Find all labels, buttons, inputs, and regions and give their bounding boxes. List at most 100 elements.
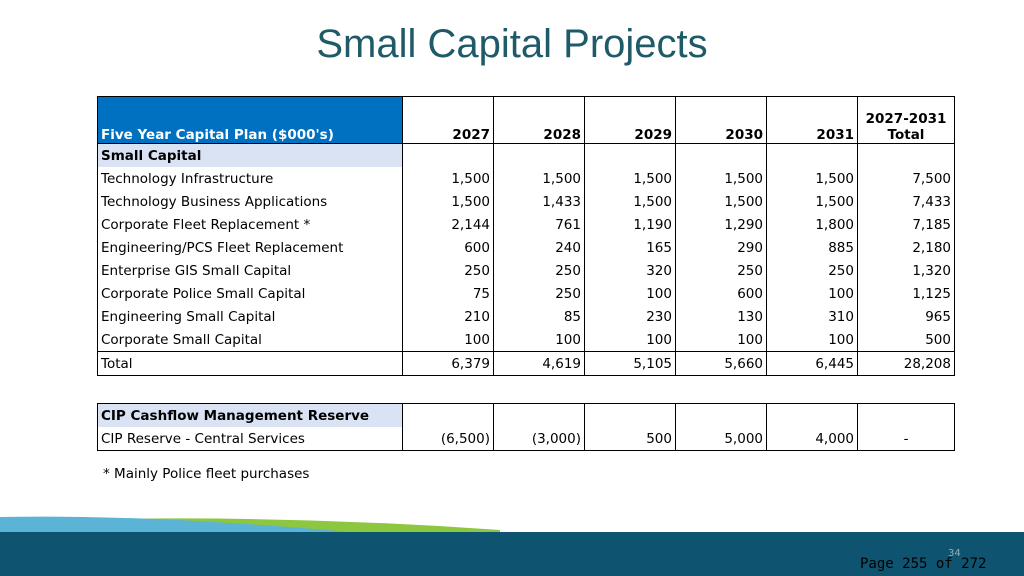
- cell: 600: [675, 282, 767, 305]
- section-row: Small Capital: [97, 143, 955, 167]
- slide-number: 34: [948, 548, 961, 559]
- cell: CIP Reserve - Central Services: [97, 427, 403, 451]
- cell: 500: [584, 427, 676, 451]
- cell: Engineering/PCS Fleet Replacement: [97, 236, 403, 259]
- empty-cell: [584, 143, 676, 167]
- empty-cell: [766, 403, 858, 427]
- data-row: Engineering/PCS Fleet Replacement 600 240 1…: [97, 236, 955, 259]
- cell: 1,500: [402, 190, 494, 213]
- empty-cell: [493, 143, 585, 167]
- header-cell: Five Year Capital Plan ($000's): [97, 96, 403, 144]
- cell: 240: [493, 236, 585, 259]
- cell: 885: [766, 236, 858, 259]
- data-row: Engineering Small Capital 210 85 230 130 310 9…: [97, 305, 955, 328]
- cell: 5,660: [675, 351, 767, 376]
- cell: Total: [97, 351, 403, 376]
- cell: 1,500: [766, 167, 858, 190]
- cell: 250: [402, 259, 494, 282]
- cell: 165: [584, 236, 676, 259]
- cell: 1,500: [584, 190, 676, 213]
- cell: 2,144: [402, 213, 494, 236]
- cell: Corporate Police Small Capital: [97, 282, 403, 305]
- cell: 7,185: [857, 213, 955, 236]
- cell: 5,000: [675, 427, 767, 451]
- section-cell: CIP Cashflow Management Reserve: [97, 403, 403, 427]
- data-row: Enterprise GIS Small Capital 250 250 320 250…: [97, 259, 955, 282]
- cell: 2,180: [857, 236, 955, 259]
- data-row: CIP Reserve - Central Services (6,500) (3,…: [97, 427, 955, 451]
- cell: 1,500: [402, 167, 494, 190]
- cell: 250: [675, 259, 767, 282]
- cell: 310: [766, 305, 858, 328]
- empty-cell: [766, 143, 858, 167]
- cell: 6,379: [402, 351, 494, 376]
- cell: Corporate Small Capital: [97, 328, 403, 352]
- cell: 1,500: [766, 190, 858, 213]
- data-row: Corporate Police Small Capital 75 250 100 60…: [97, 282, 955, 305]
- cell: 230: [584, 305, 676, 328]
- capital-table: Five Year Capital Plan ($000's) 2027 2028 2…: [97, 96, 955, 376]
- cell: 1,500: [675, 190, 767, 213]
- cell: 6,445: [766, 351, 858, 376]
- cell: (3,000): [493, 427, 585, 451]
- data-row: Technology Business Applications 1,500 1,4…: [97, 190, 955, 213]
- empty-cell: [857, 403, 955, 427]
- cell: 600: [402, 236, 494, 259]
- empty-cell: [857, 143, 955, 167]
- header-cell: 2027-2031 Total: [857, 96, 955, 144]
- section-cell: Small Capital: [97, 143, 403, 167]
- cell: 100: [493, 328, 585, 352]
- cell: 130: [675, 305, 767, 328]
- empty-cell: [675, 143, 767, 167]
- reserve-table: CIP Cashflow Management Reserve CIP Reser…: [97, 403, 955, 451]
- cell: 500: [857, 328, 955, 352]
- cell: 965: [857, 305, 955, 328]
- empty-cell: [402, 403, 494, 427]
- cell: Engineering Small Capital: [97, 305, 403, 328]
- header-line: 2027-2031: [865, 111, 947, 127]
- header-line: Total: [887, 127, 925, 143]
- empty-cell: [584, 403, 676, 427]
- cell: (6,500): [402, 427, 494, 451]
- cell: 100: [675, 328, 767, 352]
- cell: 320: [584, 259, 676, 282]
- cell: 75: [402, 282, 494, 305]
- page-label: Page 255 of 272: [860, 556, 987, 572]
- data-row: Corporate Fleet Replacement * 2,144 761 1,1…: [97, 213, 955, 236]
- cell: 28,208: [857, 351, 955, 376]
- cell: 1,800: [766, 213, 858, 236]
- cell: 100: [584, 282, 676, 305]
- cell: 100: [584, 328, 676, 352]
- empty-cell: [493, 403, 585, 427]
- cell: 4,000: [766, 427, 858, 451]
- cell: 5,105: [584, 351, 676, 376]
- cell: 250: [493, 259, 585, 282]
- header-cell: 2029: [584, 96, 676, 144]
- cell: Technology Business Applications: [97, 190, 403, 213]
- cell: 210: [402, 305, 494, 328]
- cell: 290: [675, 236, 767, 259]
- cell: 1,433: [493, 190, 585, 213]
- cell: 250: [766, 259, 858, 282]
- cell: 1,500: [584, 167, 676, 190]
- footnote: * Mainly Police fleet purchases: [103, 466, 310, 482]
- cell: 1,290: [675, 213, 767, 236]
- header-cell: 2027: [402, 96, 494, 144]
- cell: -: [857, 427, 955, 451]
- cell: 250: [493, 282, 585, 305]
- cell: 7,500: [857, 167, 955, 190]
- cell: 1,125: [857, 282, 955, 305]
- total-row: Total 6,379 4,619 5,105 5,660 6,445 28,208: [97, 351, 955, 376]
- data-row: Corporate Small Capital 100 100 100 100 100 50…: [97, 328, 955, 352]
- header-cell: 2028: [493, 96, 585, 144]
- cell: 100: [402, 328, 494, 352]
- cell: 4,619: [493, 351, 585, 376]
- cell: 761: [493, 213, 585, 236]
- cell: Technology Infrastructure: [97, 167, 403, 190]
- cell: 1,500: [675, 167, 767, 190]
- section-row: CIP Cashflow Management Reserve: [97, 403, 955, 427]
- empty-cell: [402, 143, 494, 167]
- cell: Corporate Fleet Replacement *: [97, 213, 403, 236]
